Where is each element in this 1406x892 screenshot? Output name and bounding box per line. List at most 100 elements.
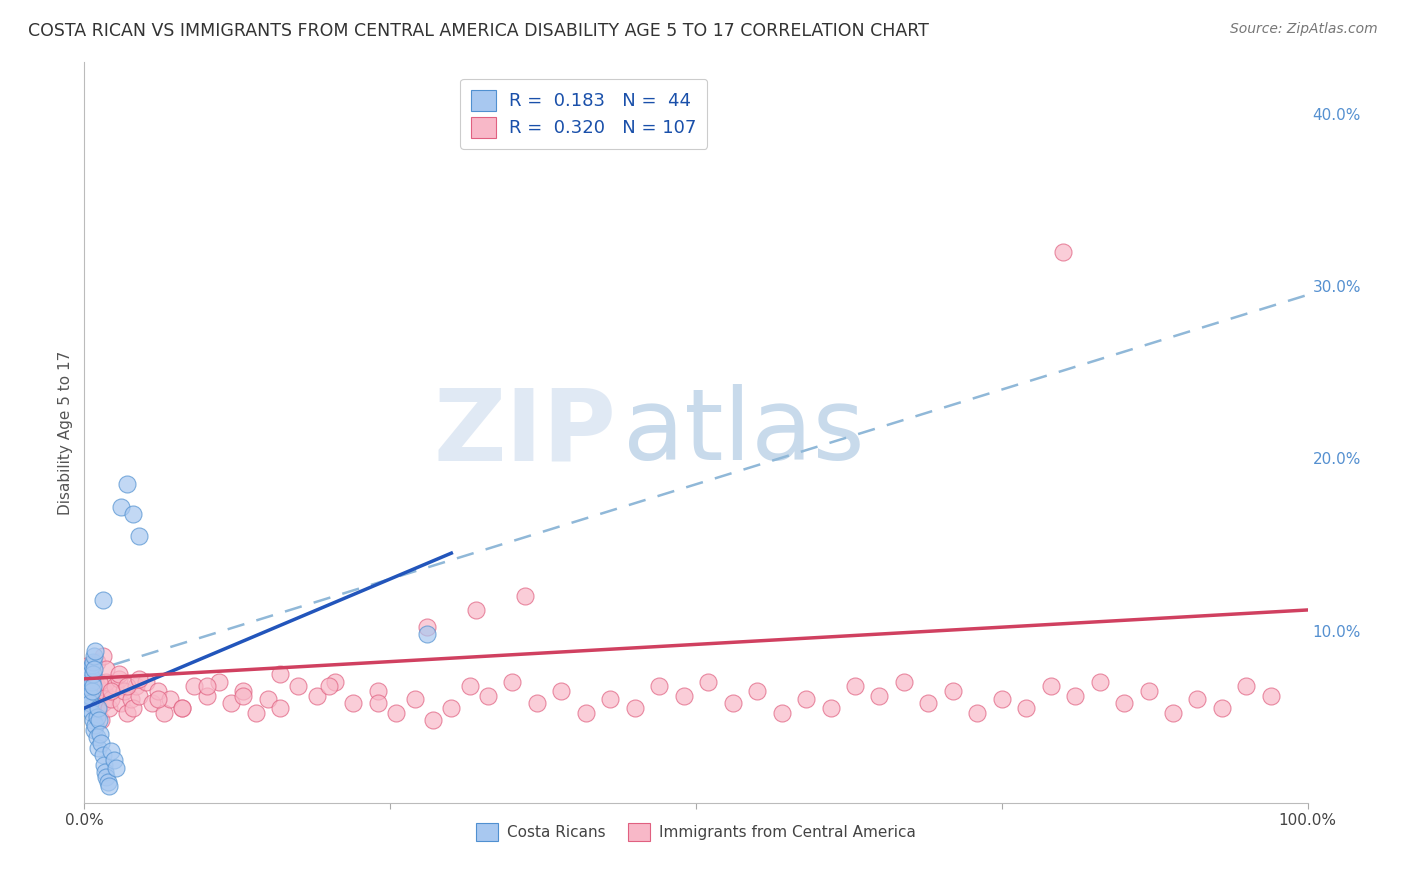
Point <box>77 679 100 693</box>
Point <box>83 661 105 675</box>
Point <box>103 753 125 767</box>
Point <box>1137 684 1160 698</box>
Point <box>80 679 103 693</box>
Point <box>844 679 866 693</box>
Point <box>575 706 598 721</box>
Point <box>502 675 524 690</box>
Point <box>195 679 218 693</box>
Point <box>422 713 444 727</box>
Point <box>96 661 118 675</box>
Point <box>96 675 118 690</box>
Point <box>83 649 105 664</box>
Point <box>82 713 104 727</box>
Point <box>672 689 695 703</box>
Point <box>110 696 132 710</box>
Point <box>245 706 267 721</box>
Point <box>893 675 915 690</box>
Point <box>76 684 98 698</box>
Point <box>120 692 142 706</box>
Point <box>794 692 817 706</box>
Point <box>80 658 103 673</box>
Point <box>232 684 254 698</box>
Point <box>107 666 129 681</box>
Text: atlas: atlas <box>623 384 865 481</box>
Point <box>84 644 107 658</box>
Point <box>440 701 463 715</box>
Point <box>115 477 138 491</box>
Point <box>367 684 389 698</box>
Point <box>513 589 536 603</box>
Point <box>219 696 242 710</box>
Point <box>747 684 769 698</box>
Point <box>917 696 939 710</box>
Point <box>80 675 103 690</box>
Point <box>87 740 110 755</box>
Point <box>172 701 194 715</box>
Point <box>97 779 120 793</box>
Point <box>942 684 965 698</box>
Point <box>107 672 129 686</box>
Point <box>97 775 120 789</box>
Point <box>104 679 127 693</box>
Point <box>1161 706 1184 721</box>
Point <box>91 696 114 710</box>
Point <box>1236 679 1258 693</box>
Point <box>1187 692 1209 706</box>
Point <box>77 692 100 706</box>
Point <box>83 684 105 698</box>
Point <box>195 689 218 703</box>
Point <box>1260 689 1282 703</box>
Point <box>90 713 112 727</box>
Point <box>128 689 150 703</box>
Point <box>526 696 548 710</box>
Point <box>146 684 169 698</box>
Point <box>1064 689 1087 703</box>
Point <box>385 706 408 721</box>
Point <box>770 706 793 721</box>
Point <box>1052 244 1074 259</box>
Point <box>159 692 181 706</box>
Point <box>257 692 280 706</box>
Text: Source: ZipAtlas.com: Source: ZipAtlas.com <box>1230 22 1378 37</box>
Point <box>82 696 104 710</box>
Point <box>416 627 439 641</box>
Point <box>89 689 111 703</box>
Point <box>550 684 572 698</box>
Point <box>697 675 720 690</box>
Point <box>323 675 346 690</box>
Point <box>91 592 114 607</box>
Point <box>367 696 389 710</box>
Point <box>100 744 122 758</box>
Point <box>115 679 138 693</box>
Point <box>1015 701 1038 715</box>
Point <box>128 529 150 543</box>
Point <box>122 701 145 715</box>
Point <box>84 675 107 690</box>
Point <box>86 679 108 693</box>
Point <box>991 692 1014 706</box>
Point <box>91 649 114 664</box>
Point <box>966 706 988 721</box>
Point <box>1039 679 1062 693</box>
Point <box>94 764 117 779</box>
Point <box>84 718 107 732</box>
Point <box>79 666 101 681</box>
Point <box>648 679 671 693</box>
Point <box>87 713 110 727</box>
Point <box>1114 696 1136 710</box>
Point <box>86 731 108 745</box>
Point <box>87 701 110 715</box>
Point <box>83 723 105 738</box>
Point <box>86 706 108 721</box>
Point <box>79 684 101 698</box>
Point <box>153 706 176 721</box>
Point <box>269 701 291 715</box>
Point <box>464 603 486 617</box>
Point <box>141 696 163 710</box>
Point <box>624 701 647 715</box>
Point <box>100 692 122 706</box>
Point <box>97 701 120 715</box>
Point <box>79 666 101 681</box>
Point <box>83 689 105 703</box>
Point <box>287 679 309 693</box>
